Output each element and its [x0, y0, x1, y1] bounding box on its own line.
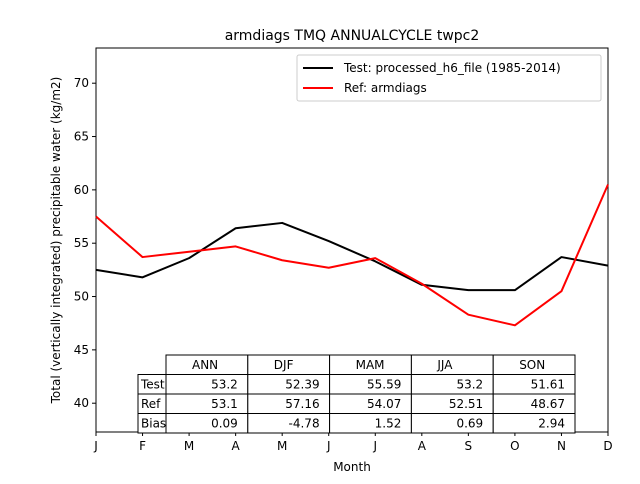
table-row-label: Test: [140, 378, 165, 392]
table-header-label: ANN: [192, 358, 218, 372]
legend-box: [296, 54, 602, 102]
table-header-label: DJF: [274, 358, 294, 372]
legend: Test: processed_h6_file (1985-2014) Ref: …: [296, 54, 602, 102]
x-axis-label: Month: [333, 460, 371, 474]
legend-label: Ref: armdiags: [344, 81, 427, 95]
y-axis-label: Total (vertically integrated) precipitab…: [49, 77, 63, 405]
x-tick-label: D: [603, 439, 612, 453]
stats-table: ANN DJF MAM JJA SON Test 53.2 52.39 55.59 53.2 51.…: [137, 354, 576, 434]
table-cell-value: 52.39: [285, 378, 319, 392]
table-cell-value: 55.59: [367, 378, 401, 392]
table-cell-value: 2.94: [538, 417, 565, 431]
table-cell-value: -4.78: [289, 417, 320, 431]
y-axis: 40 45 50 55 60 65 70: [74, 76, 96, 410]
y-tick-label: 45: [74, 343, 89, 357]
table-cell-value: 48.67: [531, 397, 565, 411]
table-cell-value: 57.16: [285, 397, 319, 411]
table-header-label: JJA: [436, 358, 453, 372]
series-line-test: [95, 221, 609, 292]
x-tick-label: M: [184, 439, 194, 453]
series-lines: [95, 184, 609, 327]
x-tick-label: J: [372, 439, 377, 453]
x-tick-label: S: [465, 439, 473, 453]
x-tick-label: M: [277, 439, 287, 453]
y-tick-label: 60: [74, 183, 89, 197]
table-cell-value: 53.2: [456, 378, 483, 392]
table-cell-value: 54.07: [367, 397, 401, 411]
x-tick-label: F: [139, 439, 146, 453]
y-tick-label: 70: [74, 76, 89, 90]
chart-title: armdiags TMQ ANNUALCYCLE twpc2: [225, 28, 480, 44]
table-header-label: SON: [519, 358, 545, 372]
table-cell-value: 0.69: [456, 417, 483, 431]
x-tick-label: O: [510, 439, 519, 453]
table-cell-value: 0.09: [211, 417, 238, 431]
x-tick-label: J: [93, 439, 98, 453]
x-tick-label: A: [232, 439, 241, 453]
y-tick-label: 65: [74, 130, 89, 144]
y-tick-label: 40: [74, 396, 89, 410]
legend-label: Test: processed_h6_file (1985-2014): [343, 61, 561, 75]
table-header-label: MAM: [356, 358, 385, 372]
table-cell-value: 53.1: [211, 397, 238, 411]
y-tick-label: 55: [74, 236, 89, 250]
x-tick-label: J: [326, 439, 331, 453]
table-cell-value: 51.61: [531, 378, 565, 392]
table-row-label: Bias: [141, 417, 166, 431]
y-tick-label: 50: [74, 290, 89, 304]
series-line-ref: [95, 184, 609, 327]
table-cell-value: 53.2: [211, 378, 238, 392]
x-tick-label: N: [557, 439, 566, 453]
x-tick-label: A: [418, 439, 427, 453]
table-cell-value: 52.51: [449, 397, 483, 411]
table-cell-value: 1.52: [375, 417, 402, 431]
table-cell: [492, 413, 576, 434]
table-row-label: Ref: [141, 397, 161, 411]
